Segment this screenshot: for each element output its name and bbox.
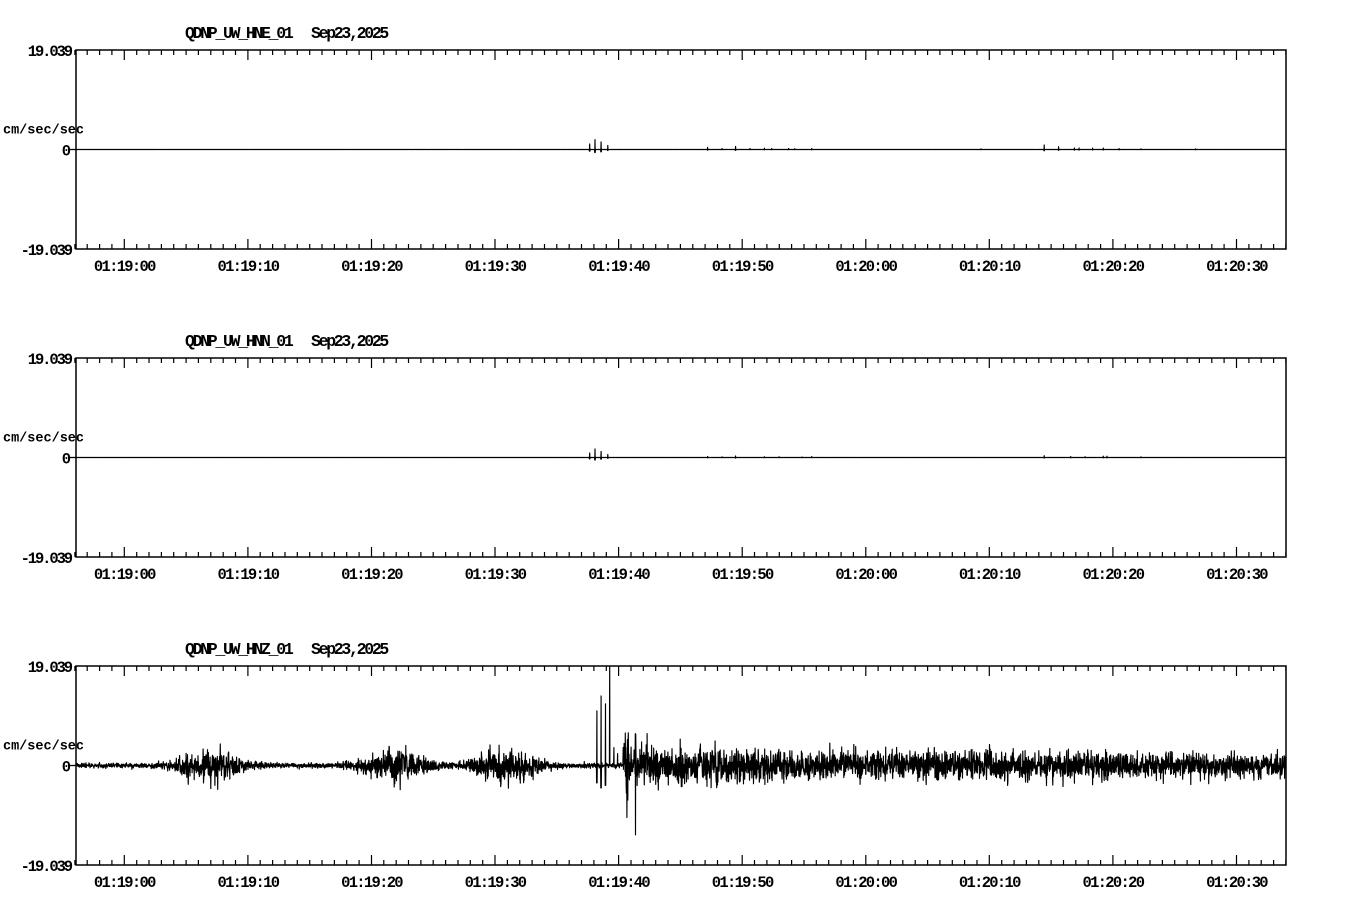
svg-text:-19.039: -19.039: [21, 550, 73, 568]
svg-text:01:19:50: 01:19:50: [712, 874, 774, 892]
svg-text:QDNP_UW_HNE_01: QDNP_UW_HNE_01: [185, 24, 294, 43]
svg-text:01:19:30: 01:19:30: [465, 566, 527, 584]
svg-text:01:19:30: 01:19:30: [465, 874, 527, 892]
svg-text:19.039: 19.039: [28, 351, 73, 369]
svg-text:01:20:10: 01:20:10: [959, 258, 1021, 276]
svg-text:01:20:20: 01:20:20: [1082, 566, 1144, 584]
svg-text:QDNP_UW_HNZ_01: QDNP_UW_HNZ_01: [185, 640, 294, 659]
svg-text:01:19:10: 01:19:10: [217, 566, 279, 584]
svg-text:01:20:10: 01:20:10: [959, 566, 1021, 584]
svg-text:01:19:40: 01:19:40: [588, 566, 650, 584]
svg-text:0: 0: [62, 143, 71, 161]
svg-text:Sep23,2025: Sep23,2025: [311, 640, 389, 659]
svg-text:19.039: 19.039: [28, 659, 73, 677]
svg-text:01:19:20: 01:19:20: [341, 874, 403, 892]
svg-text:01:19:00: 01:19:00: [94, 566, 156, 584]
svg-text:01:19:40: 01:19:40: [588, 874, 650, 892]
svg-text:01:20:20: 01:20:20: [1082, 258, 1144, 276]
svg-text:01:19:20: 01:19:20: [341, 258, 403, 276]
svg-text:-19.039: -19.039: [21, 242, 73, 260]
svg-text:01:19:10: 01:19:10: [217, 258, 279, 276]
svg-text:01:20:20: 01:20:20: [1082, 874, 1144, 892]
svg-text:01:20:10: 01:20:10: [959, 874, 1021, 892]
svg-text:01:20:30: 01:20:30: [1206, 258, 1268, 276]
svg-text:-19.039: -19.039: [21, 858, 73, 876]
svg-text:cm/sec/sec: cm/sec/sec: [3, 432, 84, 447]
svg-text:01:19:00: 01:19:00: [94, 258, 156, 276]
svg-text:cm/sec/sec: cm/sec/sec: [3, 740, 84, 755]
svg-text:0: 0: [62, 759, 71, 777]
svg-text:01:19:40: 01:19:40: [588, 258, 650, 276]
svg-text:01:20:30: 01:20:30: [1206, 874, 1268, 892]
svg-text:01:19:30: 01:19:30: [465, 258, 527, 276]
svg-text:cm/sec/sec: cm/sec/sec: [3, 124, 84, 139]
svg-text:QDNP_UW_HNN_01: QDNP_UW_HNN_01: [185, 332, 294, 351]
svg-text:01:19:10: 01:19:10: [217, 874, 279, 892]
svg-text:19.039: 19.039: [28, 43, 73, 61]
svg-text:0: 0: [62, 451, 71, 469]
svg-text:Sep23,2025: Sep23,2025: [311, 332, 389, 351]
svg-text:01:19:50: 01:19:50: [712, 258, 774, 276]
svg-text:01:20:00: 01:20:00: [835, 874, 897, 892]
svg-text:Sep23,2025: Sep23,2025: [311, 24, 389, 43]
svg-text:01:19:50: 01:19:50: [712, 566, 774, 584]
svg-text:01:20:30: 01:20:30: [1206, 566, 1268, 584]
svg-text:01:19:00: 01:19:00: [94, 874, 156, 892]
svg-text:01:20:00: 01:20:00: [835, 258, 897, 276]
svg-text:01:20:00: 01:20:00: [835, 566, 897, 584]
svg-text:01:19:20: 01:19:20: [341, 566, 403, 584]
